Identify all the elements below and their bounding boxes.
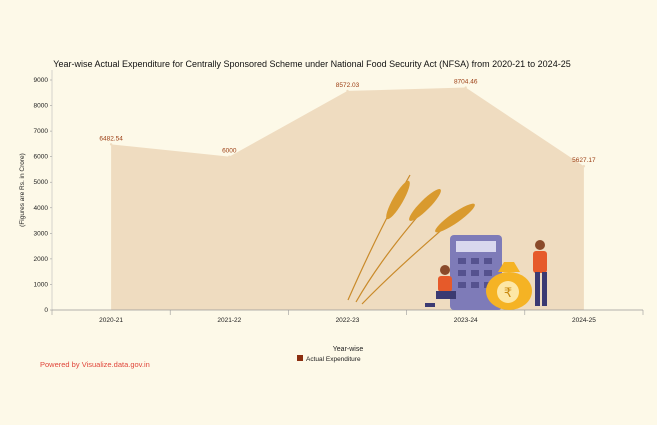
y-axis-label: (Figures are Rs. in Crore) bbox=[19, 153, 26, 227]
money-bag-icon: ₹ bbox=[486, 262, 532, 310]
x-tick-label: 2024-25 bbox=[572, 317, 596, 324]
data-point[interactable] bbox=[228, 155, 231, 158]
data-label: 6000 bbox=[222, 148, 237, 155]
legend-label: Actual Expenditure bbox=[306, 356, 361, 363]
y-tick-label: 7000 bbox=[34, 128, 49, 135]
plot-area: 0 1000 2000 3000 4000 5000 6000 7000 8000 9000 202… bbox=[34, 70, 644, 324]
person-standing-icon bbox=[533, 240, 547, 306]
powered-by-link[interactable]: Powered by Visualize.data.gov.in bbox=[40, 360, 150, 369]
y-tick-label: 2000 bbox=[34, 256, 49, 263]
data-point[interactable] bbox=[582, 164, 586, 168]
x-tick-label: 2020-21 bbox=[99, 317, 123, 324]
y-tick-label: 0 bbox=[44, 307, 48, 314]
data-label: 5627.17 bbox=[572, 157, 596, 164]
data-label: 6482.54 bbox=[99, 135, 123, 142]
chart-title: Year-wise Actual Expenditure for Central… bbox=[53, 59, 570, 69]
y-tick-label: 1000 bbox=[34, 281, 49, 288]
x-tick-label: 2023-24 bbox=[454, 317, 478, 324]
person-kneeling-icon bbox=[425, 265, 456, 307]
y-tick-label: 9000 bbox=[34, 77, 49, 84]
data-point[interactable] bbox=[464, 86, 467, 89]
data-point[interactable] bbox=[346, 89, 349, 93]
data-point[interactable] bbox=[109, 143, 113, 146]
y-tick-label: 8000 bbox=[34, 103, 49, 110]
y-tick-label: 4000 bbox=[34, 205, 49, 212]
y-tick-label: 3000 bbox=[34, 230, 49, 237]
x-tick-label: 2021-22 bbox=[217, 317, 241, 324]
wheat-illustration bbox=[347, 174, 475, 305]
svg-text:₹: ₹ bbox=[504, 285, 512, 300]
y-tick-label: 5000 bbox=[34, 179, 49, 186]
data-label: 8572.03 bbox=[336, 82, 360, 89]
data-label: 8704.46 bbox=[454, 79, 478, 86]
legend-swatch bbox=[297, 355, 303, 361]
legend: Actual Expenditure bbox=[297, 355, 361, 363]
x-tick-label: 2022-23 bbox=[336, 317, 360, 324]
x-axis-label: Year-wise bbox=[333, 346, 364, 353]
y-tick-label: 6000 bbox=[34, 154, 49, 161]
